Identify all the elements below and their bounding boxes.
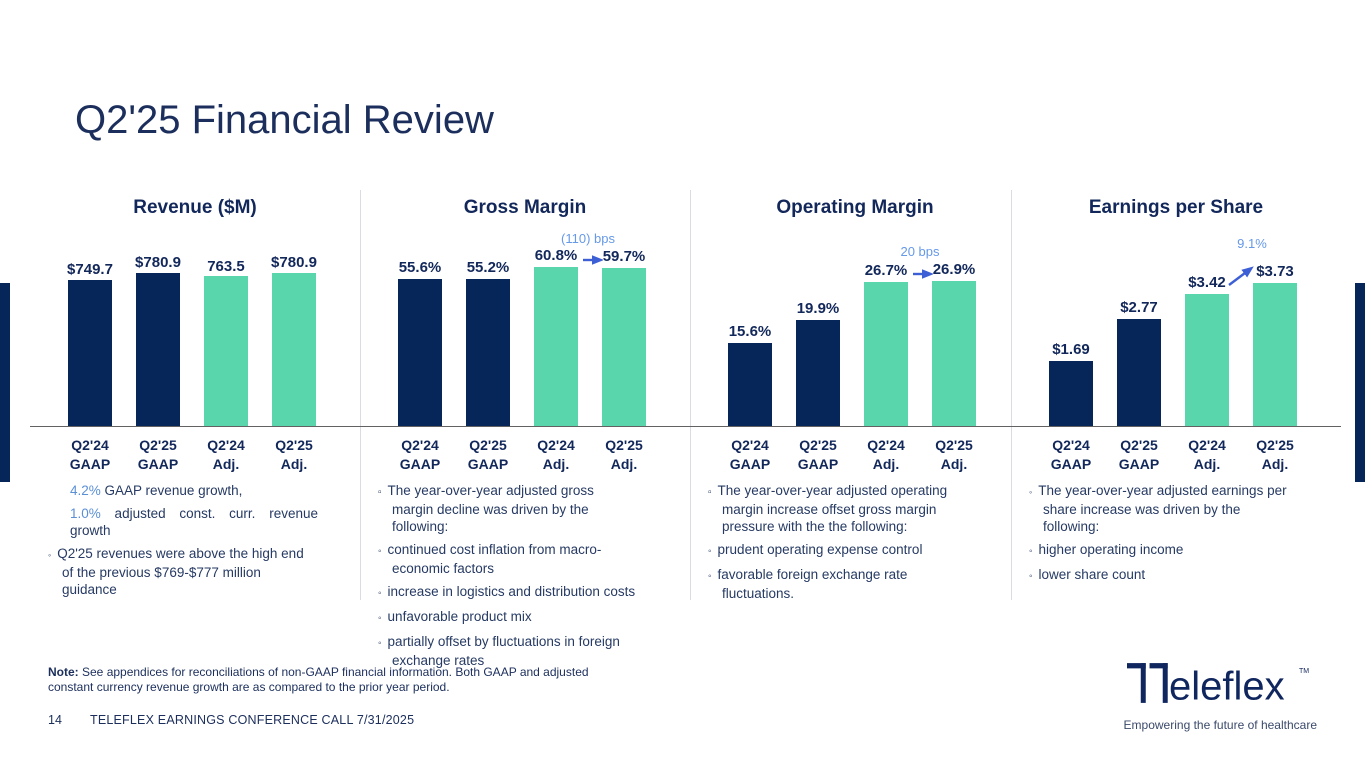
svg-text:eleflex: eleflex [1169, 665, 1285, 709]
svg-text:TM: TM [1299, 668, 1309, 675]
